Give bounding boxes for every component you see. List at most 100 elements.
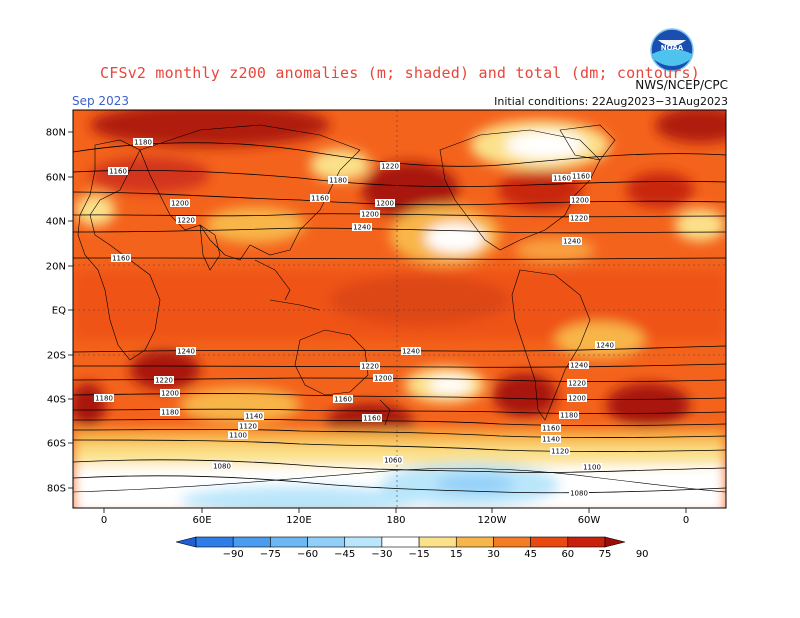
svg-text:1080: 1080 xyxy=(213,463,231,471)
colorbar-tick-label: −45 xyxy=(334,549,355,560)
contour-label: 1240 xyxy=(352,223,372,232)
svg-text:1240: 1240 xyxy=(563,238,581,246)
contour-label: 1120 xyxy=(550,447,570,456)
contour-label: 1200 xyxy=(570,196,590,205)
svg-text:1120: 1120 xyxy=(551,448,569,456)
colorbar-segment xyxy=(455,536,494,548)
colorbar-segment xyxy=(530,536,569,548)
colorbar-tick-label: 60 xyxy=(561,549,574,560)
contour-label: 1160 xyxy=(108,167,128,176)
contour-label: 1240 xyxy=(401,347,421,356)
forecast-period: Sep 2023 xyxy=(72,94,129,108)
svg-text:1160: 1160 xyxy=(311,195,329,203)
lon-label: 0 xyxy=(683,515,689,526)
colorbar-tick-label: 45 xyxy=(524,549,537,560)
colorbar-segment xyxy=(195,536,234,548)
contour-label: 1160 xyxy=(310,194,330,203)
longitude-axis: 0 60E 120E 180 120W 60W 0 xyxy=(101,508,689,526)
contour-label: 1240 xyxy=(562,237,582,246)
contour-label: 1240 xyxy=(595,341,615,350)
svg-text:1200: 1200 xyxy=(161,390,179,398)
contour-label: 1180 xyxy=(160,408,180,417)
contour-label: 1160 xyxy=(552,174,572,183)
svg-text:1160: 1160 xyxy=(363,415,381,423)
contour-label: 1160 xyxy=(111,254,131,263)
svg-text:1120: 1120 xyxy=(239,423,257,431)
lat-label: 40S xyxy=(47,395,66,406)
gridlines xyxy=(73,110,726,508)
contour-label: 1140 xyxy=(244,412,264,421)
contour-label: 1180 xyxy=(133,138,153,147)
contour-label: 1200 xyxy=(160,389,180,398)
lat-label: 40N xyxy=(46,217,66,228)
svg-text:1200: 1200 xyxy=(171,200,189,208)
colorbar-segment xyxy=(418,536,457,548)
svg-text:1220: 1220 xyxy=(568,380,586,388)
lat-label: 60N xyxy=(46,173,66,184)
colorbar-min-arrow xyxy=(175,536,197,548)
plot-frame xyxy=(72,109,727,509)
svg-text:1160: 1160 xyxy=(109,168,127,176)
initial-conditions: Initial conditions: 22Aug2023−31Aug2023 xyxy=(494,95,728,108)
colorbar-tick-label: −90 xyxy=(223,549,244,560)
svg-text:1240: 1240 xyxy=(177,348,195,356)
svg-text:1180: 1180 xyxy=(161,409,179,417)
svg-text:1220: 1220 xyxy=(570,215,588,223)
svg-text:1160: 1160 xyxy=(112,255,130,263)
lon-label: 180 xyxy=(386,515,405,526)
lon-label: 60W xyxy=(578,515,601,526)
colorbar-segment xyxy=(567,536,606,548)
lat-label: 80S xyxy=(47,484,66,495)
colorbar-segment xyxy=(307,536,346,548)
lat-label: 20N xyxy=(46,262,66,273)
contour-label: 1220 xyxy=(360,362,380,371)
lat-label: 80N xyxy=(46,128,66,139)
contour-label: 1160 xyxy=(362,414,382,423)
contour-label: 1120 xyxy=(238,422,258,431)
contour-label: 1200 xyxy=(373,374,393,383)
svg-text:1220: 1220 xyxy=(177,217,195,225)
svg-text:1220: 1220 xyxy=(155,377,173,385)
svg-text:1100: 1100 xyxy=(583,464,601,472)
colorbar-tick-label: −15 xyxy=(409,549,430,560)
svg-text:1180: 1180 xyxy=(95,395,113,403)
contour-label-group: 1180116011801200122011601160120012201240… xyxy=(94,138,615,498)
lat-label: 60S xyxy=(47,439,66,450)
noaa-logo: NOAA xyxy=(650,28,694,72)
contour-label: 1140 xyxy=(541,435,561,444)
contour-label: 1080 xyxy=(569,489,589,498)
lon-label: 120E xyxy=(286,515,311,526)
figure-title: CFSv2 monthly z200 anomalies (m; shaded)… xyxy=(100,64,700,82)
contour-label: 1080 xyxy=(212,462,232,471)
colorbar-tick-label: −75 xyxy=(260,549,281,560)
lon-label: 60E xyxy=(192,515,211,526)
contour-label: 1160 xyxy=(571,172,591,181)
svg-text:1240: 1240 xyxy=(570,362,588,370)
contour-label: 1160 xyxy=(541,424,561,433)
contour-label: 1220 xyxy=(569,214,589,223)
anomaly-shading xyxy=(73,110,726,508)
svg-text:1100: 1100 xyxy=(229,432,247,440)
lat-label: 20S xyxy=(47,351,66,362)
contour-label: 1240 xyxy=(569,361,589,370)
contour-label: 1060 xyxy=(383,456,403,465)
coastlines xyxy=(73,124,726,493)
contour-label: 1220 xyxy=(380,162,400,171)
svg-text:1180: 1180 xyxy=(134,139,152,147)
contour-label: 1220 xyxy=(567,379,587,388)
height-contours xyxy=(73,142,726,494)
contour-label: 1100 xyxy=(582,463,602,472)
svg-text:1160: 1160 xyxy=(572,173,590,181)
contour-label: 1200 xyxy=(567,394,587,403)
contour-label: 1100 xyxy=(228,431,248,440)
svg-text:1200: 1200 xyxy=(361,211,379,219)
colorbar: −90 −75 −60 −45 −30 −15 15 30 45 60 75 90 xyxy=(175,536,649,560)
lat-label: EQ xyxy=(52,306,66,317)
svg-text:1240: 1240 xyxy=(402,348,420,356)
agency-label: NWS/NCEP/CPC xyxy=(635,78,728,92)
contour-label: 1180 xyxy=(94,394,114,403)
contour-label: 1200 xyxy=(360,210,380,219)
contour-label: 1180 xyxy=(559,411,579,420)
contour-label: 1200 xyxy=(375,199,395,208)
